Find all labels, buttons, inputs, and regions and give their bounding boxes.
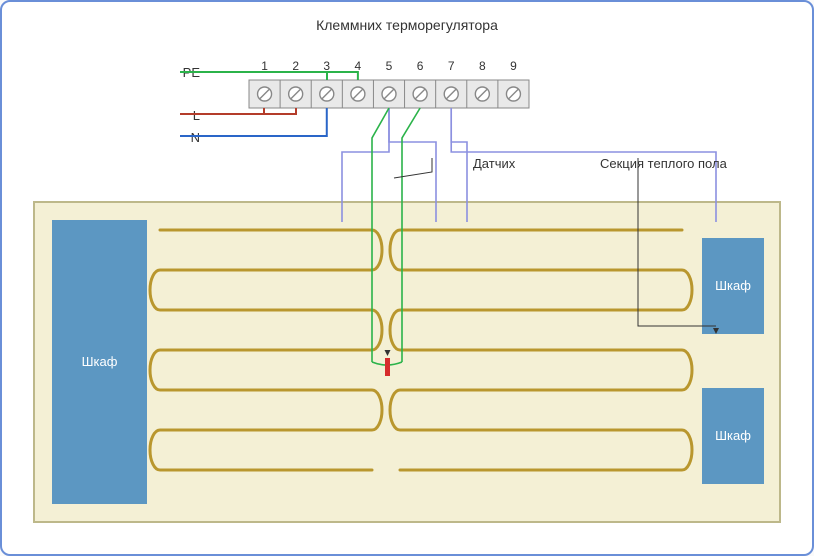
terminal-number: 5 [386,59,393,73]
terminal-number: 1 [261,59,268,73]
terminal-number: 4 [355,59,362,73]
terminal-number: 9 [510,59,517,73]
label-sensor: Датчих [473,156,516,171]
title: Клеммних терморегулятора [316,17,498,33]
wire-n [180,108,327,136]
cabinet-label: Шкаф [82,354,118,369]
terminal-number: 7 [448,59,455,73]
terminal-number: 3 [323,59,330,73]
diagram-svg: Клеммних терморегулятора123456789PELNШка… [2,2,812,554]
terminal-number: 8 [479,59,486,73]
diagram-frame: Клеммних терморегулятора123456789PELNШка… [0,0,814,556]
label-n: N [191,130,200,145]
sensor-tip [385,358,390,376]
terminal-number: 6 [417,59,424,73]
label-l: L [193,108,200,123]
terminal-number: 2 [292,59,299,73]
label-floor-section: Секция теплого пола [600,156,728,171]
cabinet-label: Шкаф [715,428,751,443]
leader-sensor [394,158,432,178]
cabinet-label: Шкаф [715,278,751,293]
